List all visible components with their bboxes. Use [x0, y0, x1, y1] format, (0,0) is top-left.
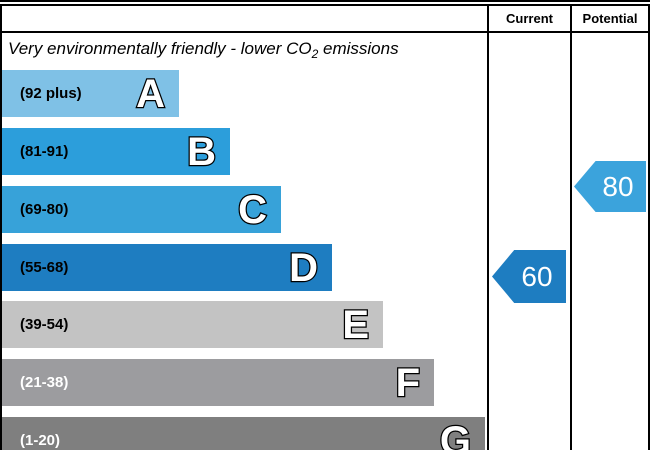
current-rating-value: 60	[521, 260, 553, 292]
epc-band-d: (55-68) D	[2, 244, 332, 291]
epc-band-c: (69-80) C	[2, 186, 281, 233]
band-letter: E	[341, 302, 370, 349]
band-letter: G	[439, 418, 473, 450]
band-letter: F	[394, 360, 421, 407]
band-letter: B	[186, 129, 217, 176]
band-range-label: (1-20)	[20, 432, 61, 449]
current-column-header: Current	[506, 11, 553, 26]
band-range-label: (55-68)	[20, 259, 69, 276]
current-column-divider	[487, 4, 489, 450]
epc-band-a: (92 plus) A	[2, 70, 179, 117]
potential-rating-value: 80	[602, 170, 634, 202]
top-border-line	[0, 0, 650, 2]
band-letter: D	[288, 245, 319, 292]
band-range-label: (21-38)	[20, 374, 69, 391]
header-separator-line	[0, 31, 650, 33]
chart-title-text-end: emissions	[318, 39, 399, 58]
epc-band-b: (81-91) B	[2, 128, 230, 175]
band-range-label: (92 plus)	[20, 85, 82, 102]
band-letter: A	[135, 71, 166, 118]
epc-band-f: (21-38) F	[2, 359, 434, 406]
chart-outer-frame	[0, 4, 650, 450]
current-rating-arrow: 60	[492, 250, 566, 303]
chart-title-subscript: 2	[311, 47, 319, 61]
potential-column-header: Potential	[582, 11, 638, 26]
band-range-label: (39-54)	[20, 316, 69, 333]
epc-band-e: (39-54) E	[2, 301, 383, 348]
chart-title-text: Very environmentally friendly - lower CO	[8, 39, 312, 58]
band-range-label: (69-80)	[20, 201, 69, 218]
band-letter: C	[237, 187, 268, 234]
epc-band-g: (1-20) G	[2, 417, 485, 450]
chart-title: Very environmentally friendly - lower CO…	[8, 37, 486, 61]
band-range-label: (81-91)	[20, 143, 69, 160]
potential-column-divider	[570, 4, 572, 450]
